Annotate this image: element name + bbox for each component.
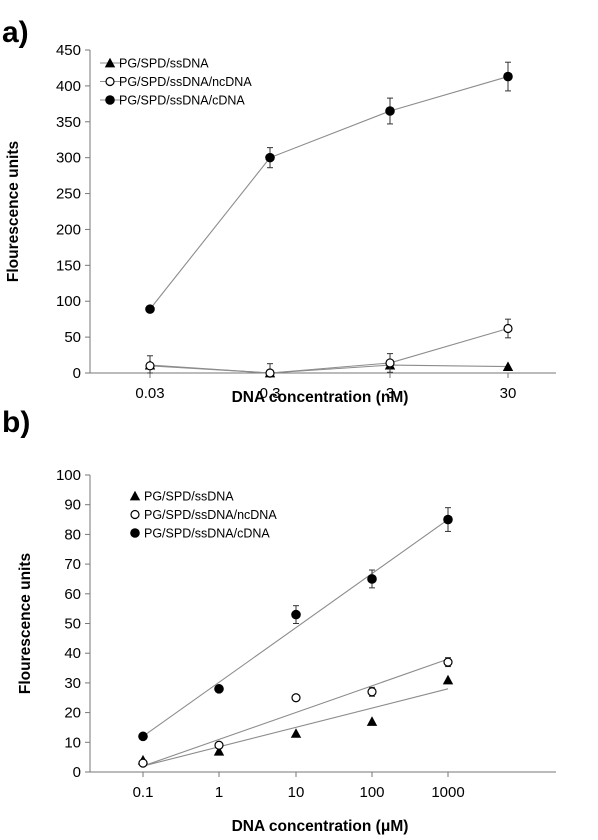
chart-b-y-tick-label: 70	[64, 556, 81, 573]
chart-a-data-point	[265, 152, 275, 163]
chart-a-data-point	[385, 358, 395, 368]
chart-a-legend-marker	[104, 57, 116, 68]
chart-b-series-2	[138, 657, 453, 768]
chart-b-legend-marker	[130, 509, 140, 520]
chart-b-data-point	[443, 657, 453, 667]
chart-b-data-point	[367, 687, 377, 697]
chart-a-series-1	[144, 355, 514, 378]
chart-b-data-point	[291, 693, 301, 703]
chart-a-legend-label: PG/SPD/ssDNA/ncDNA	[119, 75, 252, 89]
chart-a-y-tick-label: 300	[56, 150, 81, 167]
chart-a-y-tick-label: 250	[56, 186, 81, 203]
chart-b-legend-marker	[130, 528, 140, 538]
chart-b-legend: PG/SPD/ssDNA PG/SPD/ssDNA/ncDNA PG/SPD/ssD…	[129, 490, 277, 541]
chart-a-data-point	[503, 71, 513, 82]
chart-a-y-tick-label: 450	[56, 42, 81, 59]
chart-b-x-tick-label: 100	[359, 784, 384, 801]
chart-b-y-tick-label: 0	[73, 764, 81, 781]
chart-a-data-point	[385, 106, 395, 116]
chart-a-data-point	[265, 368, 275, 378]
chart-a-x-tick-label: 30	[500, 385, 517, 402]
chart-a-y-tick-label: 200	[56, 221, 81, 238]
chart-b-data-point	[291, 609, 301, 620]
chart-b-x-tick-label: 1000	[431, 784, 464, 801]
panel-b-label: b)	[2, 406, 30, 439]
chart-b-series-3	[138, 507, 453, 742]
chart-b-data-point	[214, 684, 224, 694]
chart-a: 0 50 100 150 200 250 300 350 400 450 0.03 0.3 3 30 DNA…	[5, 42, 556, 406]
chart-b-y-axis-title: Flourescence units	[17, 553, 34, 694]
chart-b-data-point	[366, 716, 378, 726]
chart-b-legend-label: PG/SPD/ssDNA	[144, 490, 234, 504]
chart-b-trend-line	[142, 688, 449, 767]
chart-b-data-point	[442, 674, 454, 685]
chart-b-series-1	[137, 674, 454, 767]
chart-a-y-tick-label: 0	[73, 365, 81, 382]
chart-b-data-point	[138, 758, 148, 768]
chart-b-data-point	[443, 514, 453, 525]
chart-b-legend-marker	[129, 490, 141, 501]
chart-a-x-tick-label: 0.3	[260, 385, 281, 402]
chart-a-y-axis-title: Flourescence units	[5, 141, 22, 282]
chart-a-series-2	[145, 318, 513, 378]
chart-a-y-tick-label: 400	[56, 78, 81, 95]
chart-a-x-axis-title: DNA concentration (nM)	[232, 389, 409, 406]
chart-b-data-point	[138, 731, 148, 742]
chart-b-y-tick-label: 30	[64, 675, 81, 692]
chart-a-series-3	[145, 61, 513, 314]
chart-b: 0 10 20 30 40 50 60 70 80 90 100 0.1 1 10 100 1000 DNA c…	[17, 467, 556, 835]
chart-a-series-line	[149, 327, 509, 374]
chart-b-data-point	[367, 574, 377, 584]
chart-a-series-line	[149, 76, 509, 310]
chart-b-x-axis-title: DNA concentration (μM)	[232, 818, 409, 835]
chart-a-y-tick-label: 350	[56, 114, 81, 131]
chart-b-y-tick-label: 90	[64, 497, 81, 514]
chart-a-x-tick-label: 0.03	[135, 385, 164, 402]
chart-b-trend-line	[142, 519, 449, 737]
chart-a-legend-label: PG/SPD/ssDNA/cDNA	[119, 94, 245, 108]
chart-b-trend-line	[142, 658, 449, 767]
chart-a-y-tick-label: 50	[64, 329, 81, 346]
chart-b-legend-label: PG/SPD/ssDNA/ncDNA	[144, 508, 277, 522]
chart-b-x-tick-label: 10	[288, 784, 305, 801]
chart-b-y-tick-label: 100	[56, 467, 81, 484]
chart-b-y-tick-label: 50	[64, 616, 81, 633]
chart-b-data-point	[213, 746, 225, 756]
chart-a-data-point	[145, 361, 155, 371]
chart-b-y-tick-label: 60	[64, 586, 81, 603]
chart-b-y-tick-label: 20	[64, 705, 81, 722]
chart-a-data-point	[502, 361, 514, 371]
chart-a-data-point	[503, 323, 513, 334]
chart-a-legend-label: PG/SPD/ssDNA	[119, 57, 209, 71]
chart-a-y-tick-label: 100	[56, 293, 81, 310]
chart-b-y-tick-label: 80	[64, 526, 81, 543]
chart-b-legend-label: PG/SPD/ssDNA/cDNA	[144, 527, 270, 541]
chart-b-y-tick-label: 40	[64, 645, 81, 662]
chart-b-y-tick-label: 10	[64, 734, 81, 751]
chart-a-x-tick-label: 3	[386, 385, 394, 402]
chart-a-legend-marker	[105, 76, 115, 87]
chart-b-x-tick-label: 1	[215, 784, 223, 801]
chart-a-legend: PG/SPD/ssDNA PG/SPD/ssDNA/ncDNA PG/SPD/ssD…	[100, 57, 252, 108]
chart-b-data-point	[214, 740, 224, 750]
panel-a-label: a)	[2, 16, 29, 49]
chart-b-data-point	[290, 728, 302, 738]
chart-a-legend-marker	[105, 95, 115, 105]
chart-a-y-tick-label: 150	[56, 257, 81, 274]
chart-b-x-tick-label: 0.1	[133, 784, 154, 801]
chart-a-data-point	[145, 304, 155, 314]
